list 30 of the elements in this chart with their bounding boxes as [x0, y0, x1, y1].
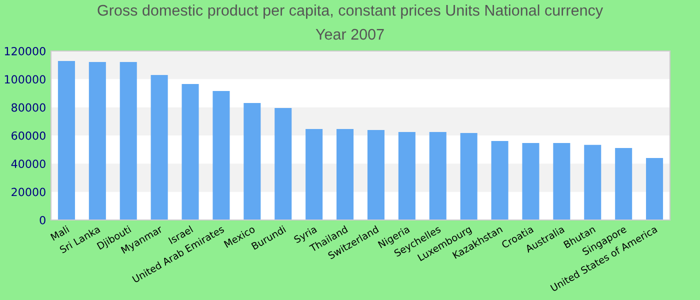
y-tick-label: 120000	[4, 46, 46, 56]
bar	[182, 84, 199, 220]
bar	[553, 142, 570, 220]
bar	[367, 130, 384, 220]
y-tick-label: 80000	[12, 103, 46, 112]
bar	[150, 74, 168, 220]
bar	[584, 144, 602, 220]
bar	[522, 142, 540, 220]
bar	[460, 132, 478, 220]
chart-subtitle: Year 2007	[316, 28, 384, 40]
bar	[120, 62, 137, 220]
bar	[88, 62, 106, 220]
bar	[274, 108, 292, 220]
y-tick-label: 20000	[12, 188, 46, 196]
bar	[212, 90, 230, 220]
bar	[615, 148, 632, 220]
bar	[491, 140, 508, 220]
bar	[646, 158, 664, 220]
bar	[306, 129, 323, 220]
bar	[398, 132, 416, 220]
bar	[58, 61, 75, 220]
y-tick-label: 0	[40, 216, 46, 224]
bar	[336, 129, 354, 220]
y-tick-label: 60000	[12, 131, 46, 140]
chart-title: Gross domestic product per capita, constant prices Units National currency	[98, 4, 604, 19]
bar	[244, 102, 261, 220]
x-tick-label: Mali	[50, 225, 70, 241]
y-tick-label: 40000	[11, 160, 46, 168]
bar	[429, 132, 446, 220]
y-tick-label: 100000	[4, 75, 46, 84]
